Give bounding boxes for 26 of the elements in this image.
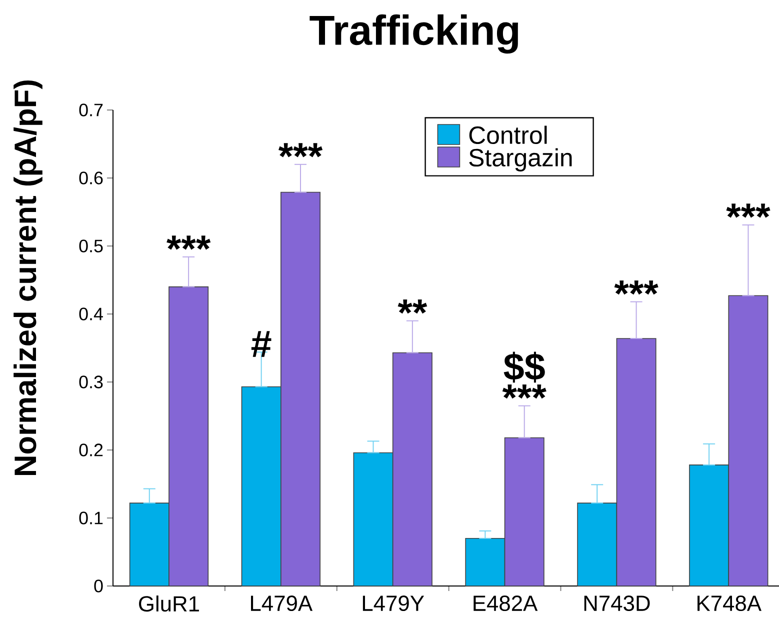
- annotation: ***: [278, 143, 323, 158]
- x-tick-label: N743D: [584, 596, 650, 612]
- x-tick-label: L479A: [251, 596, 313, 612]
- y-axis-title: Normalized current (pA/pF): [14, 80, 42, 475]
- annotation: ***: [502, 384, 546, 399]
- x-tick-label: GluR1: [139, 596, 199, 612]
- annotation: ***: [614, 280, 658, 295]
- y-tick-label: 0.6: [79, 172, 103, 184]
- annotation: $$: [504, 352, 545, 383]
- y-tick-label: 0.1: [79, 512, 103, 524]
- annotation: ***: [166, 236, 211, 250]
- annotation: **: [398, 300, 428, 314]
- y-tick-label: 0.2: [79, 444, 103, 456]
- legend-label: Control: [469, 126, 547, 144]
- y-tick-label: 0: [94, 580, 103, 592]
- annotation: #: [251, 331, 272, 357]
- annotation: ***: [726, 204, 770, 218]
- x-tick-label: E482A: [474, 596, 538, 612]
- y-tick-label: 0.7: [79, 104, 103, 116]
- chart-title: Trafficking: [310, 14, 518, 54]
- y-tick-label: 0.5: [79, 240, 103, 252]
- x-tick-label: L479Y: [362, 596, 424, 612]
- legend-label: Stargazin: [469, 148, 572, 172]
- y-tick-label: 0.3: [79, 376, 103, 388]
- y-tick-label: 0.4: [79, 308, 103, 320]
- x-tick-label: K748A: [698, 596, 762, 612]
